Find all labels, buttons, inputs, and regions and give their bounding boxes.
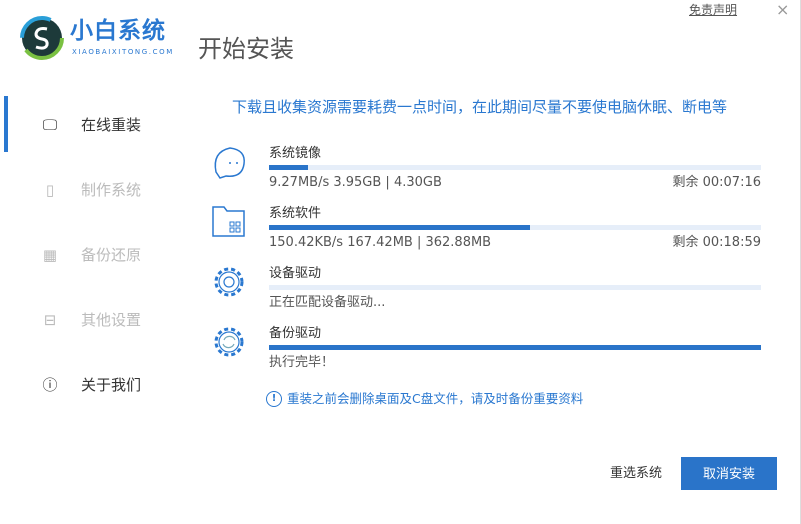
active-indicator bbox=[4, 96, 8, 152]
monitor-icon: 🖵 bbox=[42, 116, 58, 134]
disclaimer-link[interactable]: 免责声明 bbox=[689, 3, 738, 17]
progress-fill bbox=[269, 225, 530, 230]
brand-name: 小白系统 bbox=[70, 18, 166, 44]
progress-fill bbox=[269, 165, 309, 170]
sidebar-item-about[interactable]: ⓘ 关于我们 bbox=[0, 365, 190, 405]
sidebar-item-other-settings[interactable]: ⊟ 其他设置 bbox=[0, 300, 190, 340]
task-label: 系统软件 bbox=[269, 206, 322, 221]
usb-icon: ▯ bbox=[45, 181, 55, 199]
task-detail: 执行完毕！ bbox=[269, 355, 335, 370]
notice-text: 下载且收集资源需要耗费一点时间，在此期间尽量不要使电脑休眠、断电等 bbox=[232, 98, 728, 116]
close-button[interactable]: × bbox=[776, 0, 790, 19]
logo-icon bbox=[20, 16, 64, 60]
page-title: 开始安装 bbox=[198, 35, 294, 63]
task-label: 系统镜像 bbox=[269, 146, 322, 161]
progress-fill bbox=[269, 345, 761, 350]
task-detail: 150.42KB/s 167.42MB | 362.88MB bbox=[269, 235, 492, 250]
task-detail: 9.27MB/s 3.95GB | 4.30GB bbox=[269, 175, 442, 190]
warning-notice: ! 重装之前会删除桌面及C盘文件，请及时备份重要资料 bbox=[266, 391, 583, 407]
folder-apps-icon bbox=[212, 206, 245, 237]
task-detail: 正在匹配设备驱动... bbox=[269, 295, 386, 310]
progress-bar bbox=[269, 225, 761, 230]
sidebar-item-backup-restore[interactable]: ▦ 备份还原 bbox=[0, 235, 190, 275]
progress-bar bbox=[269, 165, 761, 170]
gear-icon bbox=[214, 267, 244, 297]
brand-url: XIAOBAIXITONG.COM bbox=[72, 48, 174, 56]
task-label: 设备驱动 bbox=[269, 266, 322, 281]
sidebar-item-make-system[interactable]: ▯ 制作系统 bbox=[0, 170, 190, 210]
toolbox-icon: ⊟ bbox=[43, 311, 57, 329]
info-icon: ! bbox=[266, 391, 282, 407]
info-icon: ⓘ bbox=[42, 376, 58, 394]
gear-refresh-icon bbox=[214, 327, 244, 357]
progress-bar bbox=[269, 345, 761, 350]
cancel-install-button[interactable]: 取消安装 bbox=[681, 457, 777, 490]
grid-icon: ▦ bbox=[42, 246, 58, 264]
task-label: 备份驱动 bbox=[269, 326, 322, 341]
sidebar-item-online-reinstall[interactable]: 🖵 在线重装 bbox=[0, 105, 190, 145]
reselect-system-button[interactable]: 重选系统 bbox=[610, 466, 663, 481]
ghost-icon bbox=[214, 147, 245, 179]
progress-bar bbox=[269, 285, 761, 290]
